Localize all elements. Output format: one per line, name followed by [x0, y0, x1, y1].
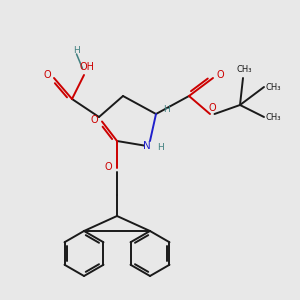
Text: H: H: [163, 105, 170, 114]
Text: N: N: [143, 140, 151, 151]
Text: CH₃: CH₃: [265, 112, 281, 122]
Text: O: O: [44, 70, 51, 80]
Text: CH₃: CH₃: [237, 64, 252, 74]
Text: O: O: [105, 161, 112, 172]
Text: H: H: [73, 46, 80, 56]
Text: H: H: [157, 142, 164, 152]
Text: O: O: [208, 103, 216, 113]
Text: CH₃: CH₃: [265, 82, 281, 91]
Text: O: O: [217, 70, 224, 80]
Text: O: O: [91, 115, 98, 125]
Text: OH: OH: [80, 62, 94, 73]
